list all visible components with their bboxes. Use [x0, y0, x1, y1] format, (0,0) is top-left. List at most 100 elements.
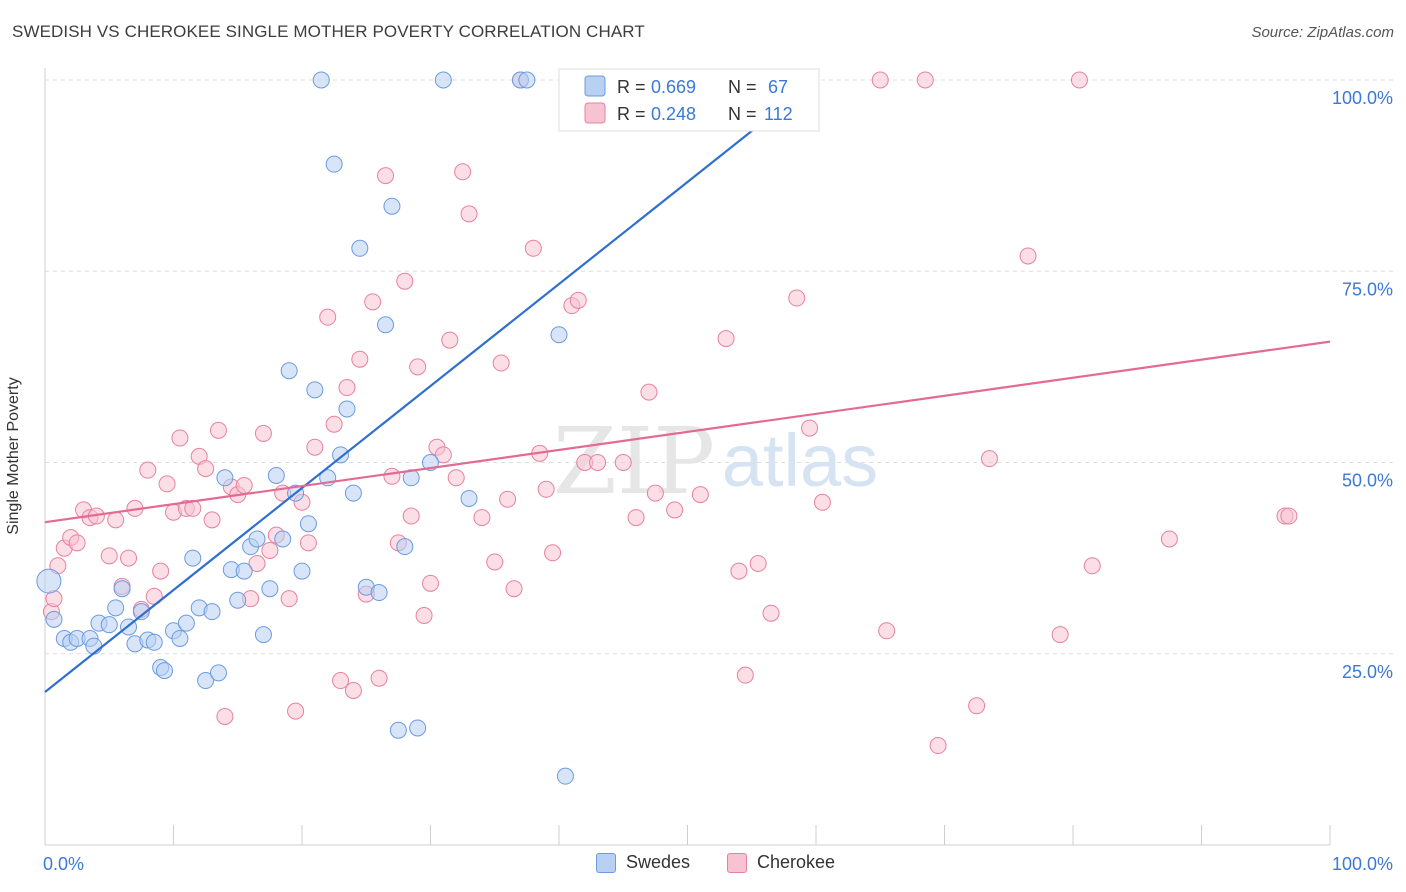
legend-n-value-cherokee: 112 [764, 104, 793, 124]
point-cherokee-44 [332, 672, 350, 690]
point-swedes-39 [299, 515, 317, 533]
legend-swatch-swedes-bottom [596, 852, 616, 873]
x-tick-label-0: 0.0% [43, 854, 84, 874]
point-cherokee-81 [640, 383, 658, 401]
legend-label-swedes: Swedes [626, 852, 691, 872]
point-swedes-1 [45, 610, 63, 628]
point-swedes-41 [312, 71, 330, 89]
point-cherokee-32 [248, 554, 266, 572]
point-swedes-19 [171, 629, 189, 647]
point-swedes-31 [248, 530, 266, 548]
point-cherokee-90 [762, 604, 780, 622]
point-cherokee-40 [299, 534, 317, 552]
point-cherokee-84 [691, 486, 709, 504]
point-swedes-44 [332, 446, 350, 464]
point-cherokee-88 [736, 666, 754, 684]
point-swedes-43 [325, 155, 343, 173]
legend-r-value-swedes: 0.669 [651, 77, 696, 97]
y-tick-label-3: 100.0% [1332, 88, 1393, 108]
point-cherokee-99 [980, 450, 998, 468]
legend-swatch-cherokee-bottom [727, 852, 747, 873]
point-cherokee-27 [216, 707, 234, 725]
point-swedes-15 [145, 633, 163, 651]
point-swedes-21 [184, 549, 202, 567]
point-cherokee-25 [203, 511, 221, 529]
point-swedes-29 [235, 562, 253, 580]
point-cherokee-78 [589, 454, 607, 471]
point-cherokee-68 [499, 490, 517, 508]
point-swedes-46 [344, 484, 362, 502]
point-cherokee-9 [100, 547, 118, 565]
legend-n-label-cherokee: N = [728, 104, 757, 124]
point-swedes-26 [216, 469, 234, 487]
point-cherokee-12 [120, 549, 138, 567]
point-cherokee-67 [492, 354, 510, 372]
point-cherokee-76 [569, 291, 587, 309]
chart-title: SWEDISH VS CHEROKEE SINGLE MOTHER POVERT… [12, 22, 645, 41]
point-swedes-40 [306, 381, 324, 399]
point-cherokee-69 [505, 580, 523, 598]
point-cherokee-97 [929, 737, 947, 755]
point-cherokee-104 [1160, 530, 1178, 548]
trend-line-swedes [44, 79, 817, 693]
point-cherokee-102 [1070, 71, 1088, 89]
point-cherokee-55 [402, 507, 420, 525]
y-tick-label-1: 50.0% [1342, 471, 1393, 491]
point-swedes-47 [351, 239, 369, 257]
point-cherokee-71 [524, 239, 542, 257]
point-cherokee-60 [434, 446, 452, 464]
point-cherokee-17 [152, 562, 170, 580]
axes [44, 68, 1331, 846]
point-swedes-45 [338, 400, 356, 418]
point-cherokee-57 [415, 607, 433, 624]
point-cherokee-82 [646, 484, 664, 502]
point-swedes-24 [203, 603, 221, 621]
legend-n-value-swedes: 67 [768, 77, 788, 97]
point-swedes-34 [267, 467, 285, 485]
point-swedes-25 [209, 664, 227, 682]
point-cherokee-95 [878, 622, 896, 640]
correlation-legend: R = 0.669 N = 67 R = 0.248 N = 112 [558, 68, 820, 132]
point-cherokee-18 [158, 475, 176, 493]
trend-line-cherokee [44, 340, 1331, 524]
point-cherokee-80 [627, 509, 645, 527]
point-cherokee-83 [666, 501, 684, 519]
point-cherokee-100 [1019, 247, 1037, 265]
source-label: Source: ZipAtlas.com [1251, 24, 1394, 41]
point-cherokee-45 [338, 379, 356, 397]
point-cherokee-41 [306, 438, 324, 456]
point-swedes-61 [550, 326, 568, 344]
point-cherokee-66 [486, 553, 504, 571]
legend-r-label-cherokee: R = [617, 104, 646, 124]
point-swedes-36 [280, 362, 298, 380]
point-cherokee-52 [383, 467, 401, 485]
legend-r-value-cherokee: 0.248 [651, 104, 696, 124]
point-cherokee-56 [409, 358, 427, 376]
point-cherokee-33 [254, 424, 272, 442]
point-cherokee-93 [813, 493, 831, 511]
series-swedes-points [36, 71, 574, 785]
point-swedes-8 [100, 616, 118, 634]
point-cherokee-101 [1051, 626, 1069, 644]
point-cherokee-89 [749, 554, 767, 572]
point-cherokee-58 [422, 574, 439, 592]
point-cherokee-54 [396, 272, 414, 290]
point-cherokee-87 [730, 562, 748, 580]
point-cherokee-62 [447, 469, 465, 487]
point-cherokee-47 [351, 350, 369, 368]
point-swedes-28 [229, 591, 247, 609]
watermark-atlas: atlas [722, 419, 878, 502]
point-cherokee-74 [544, 544, 562, 562]
point-cherokee-38 [287, 702, 305, 720]
point-swedes-57 [434, 71, 452, 89]
point-swedes-60 [518, 71, 536, 89]
point-swedes-13 [132, 603, 150, 621]
point-cherokee-61 [441, 331, 459, 349]
y-axis-label: Single Mother Poverty [5, 377, 22, 535]
point-cherokee-24 [197, 460, 215, 478]
point-swedes-49 [370, 584, 388, 602]
point-swedes-0 [36, 568, 62, 594]
point-swedes-32 [254, 626, 272, 644]
legend-swatch-swedes [584, 75, 606, 97]
